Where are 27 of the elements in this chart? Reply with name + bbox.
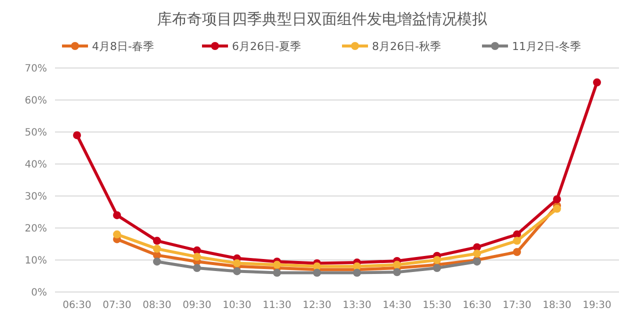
legend-label: 4月8日-春季 (92, 40, 154, 53)
x-tick-label: 07:30 (102, 300, 132, 311)
x-tick-label: 13:30 (342, 300, 372, 311)
y-tick-label: 60% (24, 96, 47, 106)
legend-label: 8月26日-秋季 (372, 40, 441, 53)
x-tick-label: 15:30 (422, 300, 452, 311)
y-tick-label: 70% (24, 64, 47, 74)
x-tick-label: 10:30 (222, 300, 252, 311)
x-tick-label: 19:30 (582, 300, 612, 311)
x-tick-label: 17:30 (502, 300, 532, 311)
x-tick-label: 18:30 (542, 300, 572, 311)
legend-label: 6月26日-夏季 (232, 40, 301, 53)
y-tick-label: 50% (24, 128, 47, 138)
x-tick-label: 09:30 (182, 300, 212, 311)
x-tick-label: 06:30 (62, 300, 92, 311)
x-tick-label: 11:30 (262, 300, 292, 311)
x-tick-label: 14:30 (382, 300, 412, 311)
y-tick-label: 20% (24, 224, 47, 234)
y-tick-label: 40% (24, 160, 47, 170)
x-tick-label: 08:30 (142, 300, 172, 311)
y-tick-label: 0% (31, 288, 47, 298)
x-tick-label: 16:30 (462, 300, 492, 311)
chart-title: 库布奇项目四季典型日双面组件发电增益情况模拟 (157, 10, 488, 28)
y-tick-label: 30% (24, 192, 47, 202)
y-tick-label: 10% (24, 256, 47, 266)
legend-label: 11月2日-冬季 (512, 40, 581, 53)
x-tick-label: 12:30 (302, 300, 332, 311)
